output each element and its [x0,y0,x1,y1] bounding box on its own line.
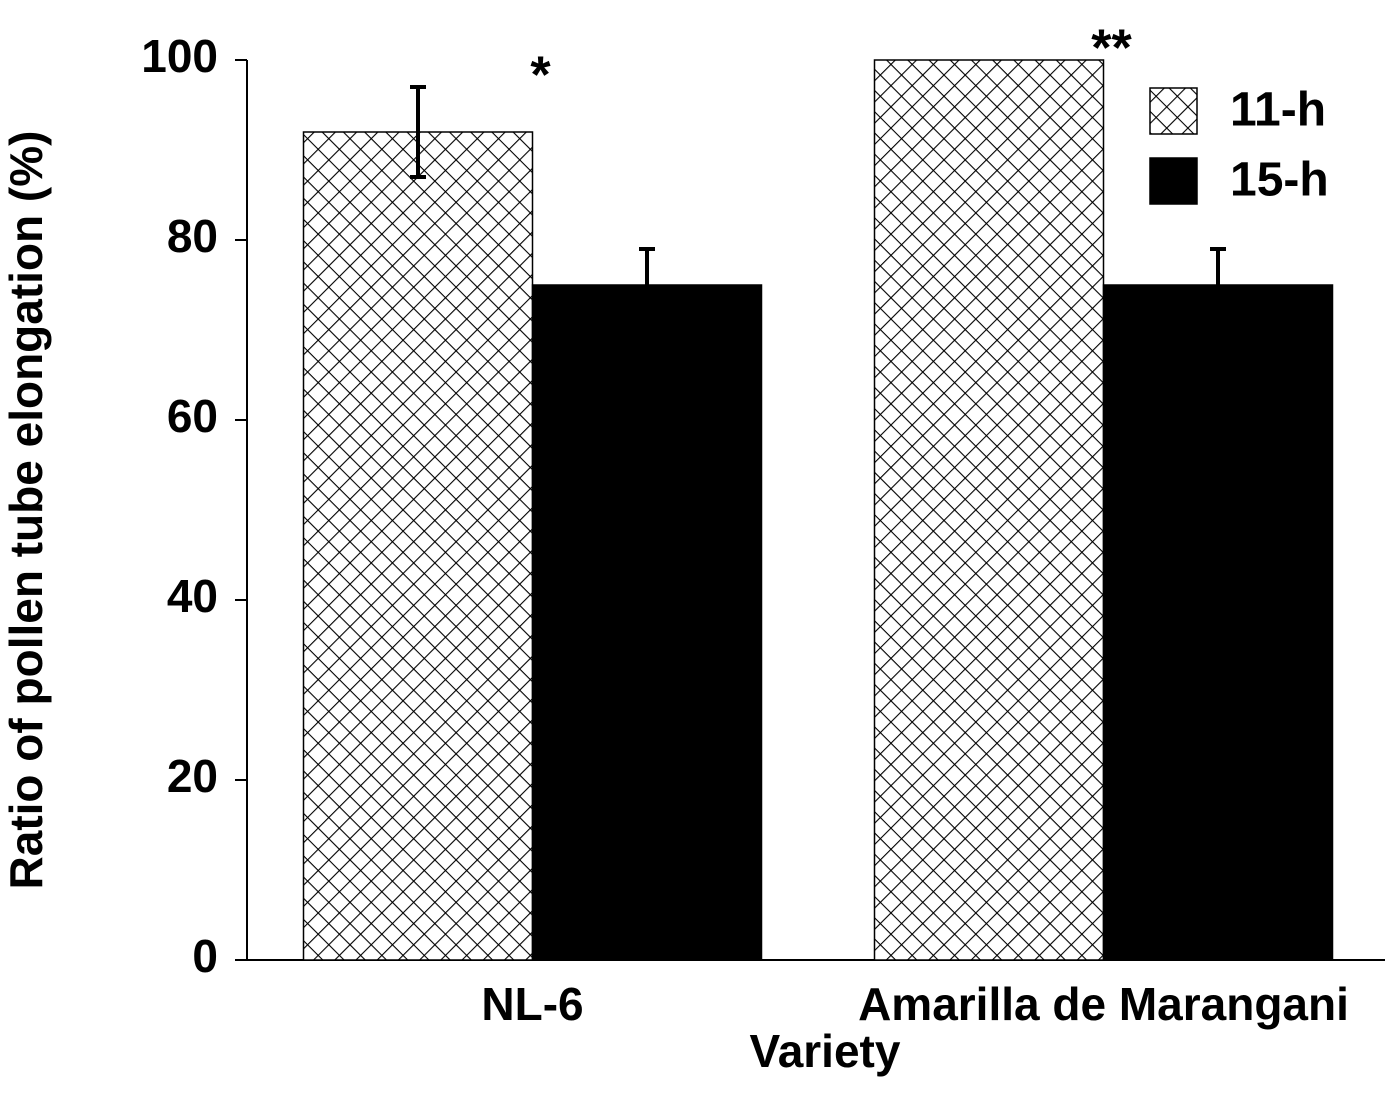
bar [1102,284,1334,961]
legend-label: 11-h [1230,84,1326,137]
legend-label: 15-h [1230,154,1329,207]
bar [873,59,1105,961]
legend-swatch [1149,87,1198,135]
bar [531,284,763,961]
y-tick-label: 0 [192,930,218,982]
legend-swatch [1149,157,1198,205]
error-bar [1210,247,1226,323]
y-tick-label: 60 [167,390,218,442]
bar [302,131,534,961]
y-tick-label: 40 [167,570,218,622]
annotation: ** [1091,20,1132,78]
y-axis-label: Ratio of pollen tube elongation (%) [0,131,52,890]
y-tick-label: 80 [167,210,218,262]
x-axis-label: Variety [750,1025,901,1077]
x-tick-label: NL-6 [481,978,583,1030]
x-tick-label: Amarilla de Marangani [858,978,1349,1030]
y-tick-label: 20 [167,750,218,802]
error-bar [410,85,426,179]
y-tick-label: 100 [141,30,218,82]
annotation: * [530,47,551,105]
error-bar [639,247,655,323]
